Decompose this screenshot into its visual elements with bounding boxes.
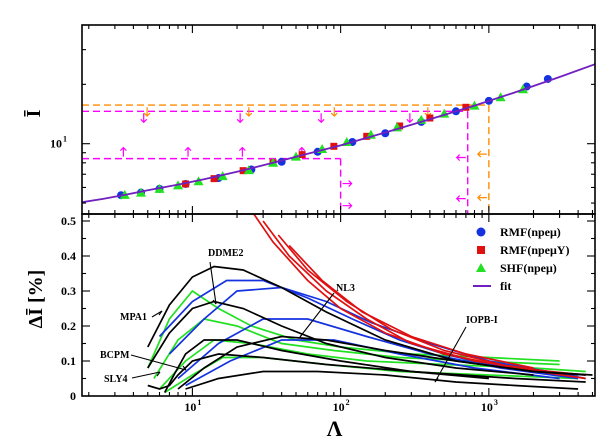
legend: RMF(npeμ) RMF(npeμY) SHF(npeμ) fit xyxy=(473,225,569,293)
legend-label: fit xyxy=(500,279,511,293)
annotation-arrowhead xyxy=(299,332,304,338)
x-tick-label-exp: 1 xyxy=(197,398,201,407)
y-tick-label: 0.4 xyxy=(61,249,76,263)
bottom-panel: RMF(npeμ) RMF(npeμY) SHF(npeμ) fit DDME2 NL3 M… xyxy=(100,214,593,394)
annotation-pointer xyxy=(434,326,467,383)
legend-marker-rmf-npe xyxy=(476,227,486,237)
arrow-mark xyxy=(245,107,253,117)
arrow-mark xyxy=(477,150,487,158)
bottom-plot-area xyxy=(147,214,593,394)
annotation-label-sly4: SLY4 xyxy=(104,374,128,385)
point-rmf-npe-y xyxy=(396,122,404,130)
annotation-label-ddme2: DDME2 xyxy=(208,248,244,259)
top-panel xyxy=(82,63,595,214)
annotation-pointer xyxy=(130,354,187,371)
top-plot-area xyxy=(82,63,595,214)
y-tick-label-top: 10 xyxy=(50,137,62,151)
annotations: DDME2 NL3 MPA1 IOPB-I BCPM SLY4 xyxy=(100,248,498,385)
curve-rmf-npe-y xyxy=(288,244,534,369)
x-axis-label: Λ xyxy=(327,416,343,441)
curve-rmf-npe xyxy=(185,339,560,387)
y-tick-label: 0.5 xyxy=(61,214,76,228)
arrow-mark xyxy=(119,146,127,157)
curve-nl3 xyxy=(177,335,593,390)
annotation-pointer xyxy=(131,371,161,379)
legend-label: RMF(npeμY) xyxy=(500,243,569,257)
curve-mpa1 xyxy=(147,300,534,376)
bottom-frame xyxy=(81,213,596,397)
curve-rmf-npe-y xyxy=(262,220,549,373)
annotation-arrowhead xyxy=(182,365,187,371)
curve-rmf-npe xyxy=(168,286,586,380)
arrow-mark xyxy=(236,113,244,124)
annotation-label-nl3: NL3 xyxy=(336,283,355,294)
y-axis-label-top: Ī xyxy=(23,109,45,117)
point-rmf-npe-y xyxy=(426,114,434,122)
point-rmf-npe-y xyxy=(462,103,470,111)
annotation-arrowhead xyxy=(212,299,217,305)
arrow-mark xyxy=(477,194,487,202)
annotation-label-mpa1: MPA1 xyxy=(120,312,147,323)
x-tick-label-exp: 2 xyxy=(346,398,350,407)
arrow-mark xyxy=(143,107,151,117)
y-tick-label-top-exp: 1 xyxy=(63,135,67,144)
y-tick-label: 0 xyxy=(70,389,76,403)
arrow-mark xyxy=(238,146,246,157)
curve-rmf-npe-y xyxy=(277,234,586,376)
x-tick-label: 10 xyxy=(184,400,196,414)
arrow-mark xyxy=(317,113,325,124)
annotation-pointer xyxy=(299,292,335,338)
x-tick-label-exp: 3 xyxy=(494,398,498,407)
legend-label: RMF(npeμ) xyxy=(500,225,561,239)
annotation-pointer xyxy=(151,310,163,318)
annotation-pointer xyxy=(209,261,217,305)
arrow-mark xyxy=(455,154,466,161)
legend-marker-rmf-npe-y xyxy=(477,246,485,254)
arrow-mark xyxy=(342,202,353,210)
y-tick-label: 0.3 xyxy=(61,284,76,298)
y-tick-label: 0.2 xyxy=(61,319,76,333)
arrow-mark xyxy=(184,146,192,157)
point-rmf-npe-y xyxy=(363,132,371,140)
arrow-mark xyxy=(330,107,338,117)
legend-marker-shf-npe xyxy=(476,263,486,272)
arrow-mark xyxy=(140,113,148,124)
fit-line xyxy=(82,63,595,204)
arrow-mark xyxy=(455,195,466,203)
annotation-label-iopb-i: IOPB-I xyxy=(466,315,498,326)
curve-iopb-i xyxy=(185,370,579,390)
y-axis-label-bottom: ΔĪ [%] xyxy=(25,270,47,329)
arrow-mark xyxy=(342,180,353,187)
x-tick-label: 10 xyxy=(481,400,493,414)
annotation-arrowhead xyxy=(158,310,163,316)
x-tick-label: 10 xyxy=(333,400,345,414)
point-rmf-npe-y xyxy=(210,175,218,183)
annotation-label-bcpm: BCPM xyxy=(100,350,130,361)
y-tick-label: 0.1 xyxy=(61,354,76,368)
annotation-arrowhead xyxy=(156,371,161,377)
curve-sly4 xyxy=(147,353,586,390)
legend-label: SHF(npeμ) xyxy=(500,261,557,275)
arrow-mark xyxy=(406,113,414,124)
annotation-arrowhead xyxy=(434,377,439,383)
